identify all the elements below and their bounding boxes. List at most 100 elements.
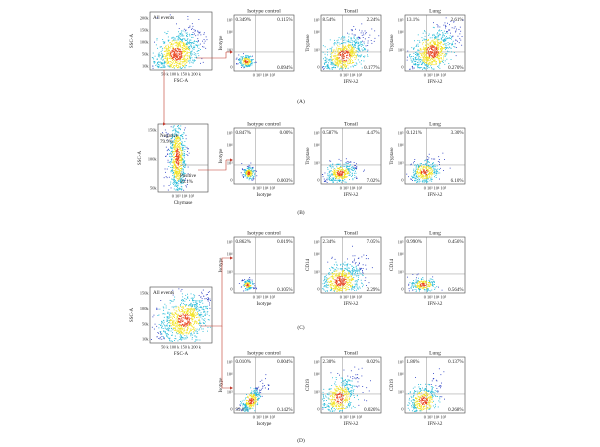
event-dot bbox=[184, 300, 186, 302]
event-dot bbox=[198, 320, 200, 321]
event-dot bbox=[444, 33, 446, 34]
event-dot bbox=[171, 64, 173, 66]
event-dot bbox=[447, 50, 448, 52]
event-dot bbox=[427, 64, 429, 66]
event-dot bbox=[352, 29, 353, 31]
event-dot bbox=[239, 62, 241, 64]
event-dot bbox=[431, 61, 433, 63]
event-dot bbox=[188, 305, 190, 306]
event-dot bbox=[424, 50, 426, 52]
event-dot bbox=[191, 304, 193, 306]
event-dot bbox=[344, 39, 346, 41]
event-dot bbox=[166, 55, 168, 57]
event-dot bbox=[182, 58, 184, 60]
event-dot bbox=[245, 169, 247, 171]
event-dot bbox=[416, 171, 418, 173]
event-dot bbox=[192, 25, 194, 27]
event-dot bbox=[158, 338, 160, 339]
event-dot bbox=[329, 178, 331, 180]
event-dot bbox=[172, 159, 174, 161]
event-dot bbox=[247, 66, 248, 68]
y-axis-label: SSC-A bbox=[130, 308, 135, 323]
event-dot bbox=[209, 298, 211, 300]
event-dot bbox=[248, 175, 250, 176]
event-dot bbox=[186, 148, 188, 150]
event-dot bbox=[246, 170, 248, 171]
event-dot bbox=[172, 146, 174, 148]
event-dot bbox=[323, 178, 325, 180]
event-dot bbox=[420, 168, 422, 170]
event-dot bbox=[174, 182, 176, 183]
event-dot bbox=[430, 47, 432, 49]
event-dot bbox=[351, 50, 353, 52]
event-dot bbox=[190, 322, 192, 324]
event-dot bbox=[357, 36, 359, 38]
event-dot bbox=[184, 146, 186, 148]
event-dot bbox=[196, 308, 198, 310]
event-dot bbox=[184, 64, 186, 65]
event-dot bbox=[153, 328, 155, 330]
event-dot bbox=[327, 174, 329, 176]
event-dot bbox=[328, 68, 330, 69]
event-dot bbox=[354, 54, 355, 56]
event-dot bbox=[424, 47, 426, 48]
event-dot bbox=[190, 61, 192, 63]
event-dot bbox=[361, 67, 363, 69]
event-dot bbox=[177, 131, 178, 133]
event-dot bbox=[193, 328, 195, 330]
event-dot bbox=[422, 54, 424, 56]
event-dot bbox=[198, 329, 200, 331]
event-dot bbox=[430, 64, 432, 66]
event-dot bbox=[174, 142, 176, 144]
event-dot bbox=[171, 61, 172, 63]
event-dot bbox=[164, 60, 165, 62]
event-dot bbox=[419, 179, 420, 180]
event-dot bbox=[181, 320, 183, 321]
event-dot bbox=[166, 335, 168, 336]
event-dot bbox=[430, 42, 431, 44]
event-dot bbox=[151, 339, 152, 340]
event-dot bbox=[432, 47, 434, 48]
event-dot bbox=[168, 317, 170, 318]
event-dot bbox=[189, 62, 191, 64]
event-dot bbox=[429, 178, 431, 180]
event-dot bbox=[249, 280, 251, 282]
event-dot bbox=[425, 174, 427, 176]
event-dot bbox=[431, 175, 433, 177]
event-dot bbox=[240, 58, 242, 60]
event-dot bbox=[333, 181, 334, 183]
event-dot bbox=[170, 316, 172, 318]
event-dot bbox=[437, 51, 439, 53]
event-dot bbox=[171, 144, 173, 146]
event-dot bbox=[174, 138, 175, 140]
event-dot bbox=[187, 42, 189, 44]
event-dot bbox=[180, 189, 182, 190]
event-dot bbox=[174, 338, 176, 339]
event-dot bbox=[327, 66, 329, 67]
event-dot bbox=[422, 174, 424, 176]
event-dot bbox=[171, 306, 173, 308]
event-dot bbox=[187, 329, 188, 331]
event-dot bbox=[417, 181, 419, 182]
event-dot bbox=[422, 167, 424, 169]
plot-title: Isotype control bbox=[247, 122, 281, 128]
event-dot bbox=[187, 313, 189, 315]
event-dot bbox=[445, 53, 447, 54]
event-dot bbox=[177, 61, 179, 63]
event-dot bbox=[352, 175, 353, 176]
event-dot bbox=[457, 40, 458, 42]
event-dot bbox=[188, 46, 189, 48]
event-dot bbox=[185, 323, 187, 324]
event-dot bbox=[184, 322, 185, 324]
event-dot bbox=[176, 320, 177, 322]
event-dot bbox=[418, 175, 420, 177]
event-dot bbox=[176, 188, 178, 190]
event-dot bbox=[433, 46, 435, 48]
event-dot bbox=[352, 179, 354, 181]
event-dot bbox=[177, 340, 179, 342]
event-dot bbox=[245, 284, 247, 286]
event-dot bbox=[161, 53, 163, 55]
event-dot bbox=[348, 40, 350, 42]
event-dot bbox=[343, 170, 345, 172]
event-dot bbox=[439, 61, 441, 63]
